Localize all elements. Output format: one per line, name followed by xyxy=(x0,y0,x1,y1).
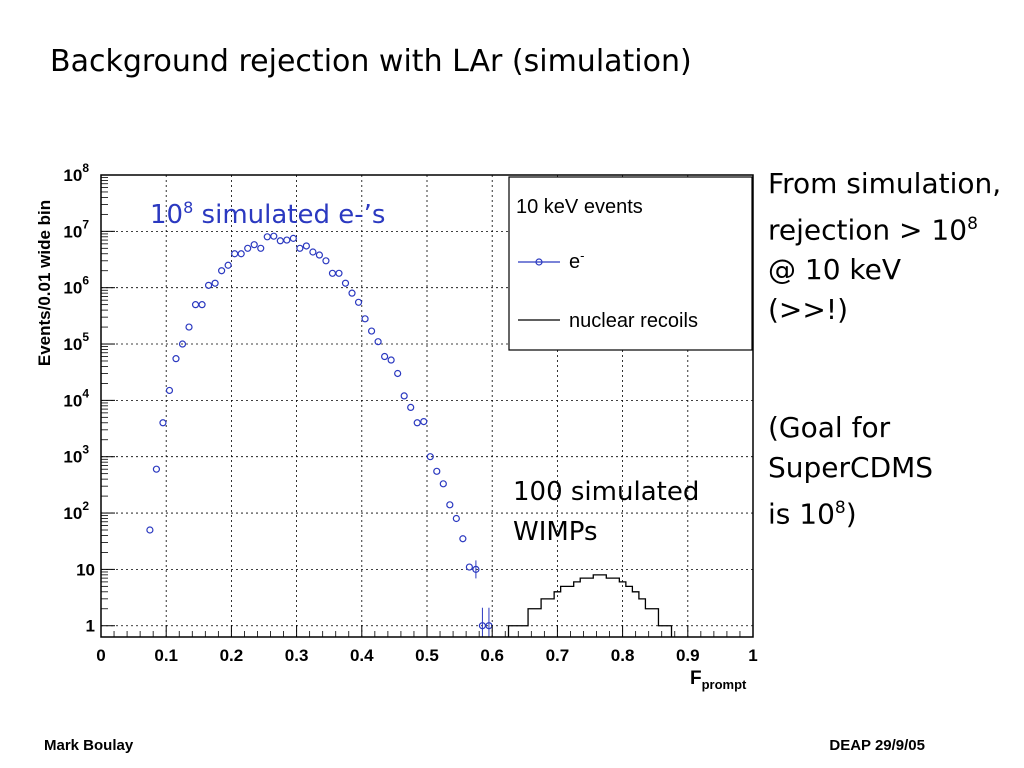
electron-point xyxy=(276,237,284,245)
electron-point xyxy=(159,419,167,427)
electron-point xyxy=(263,233,271,241)
electron-point xyxy=(433,467,441,475)
electron-point xyxy=(302,242,310,250)
x-tick-label: 0.9 xyxy=(676,646,700,665)
x-tick-label: 0.6 xyxy=(480,646,504,665)
electron-point xyxy=(426,453,434,461)
electron-point xyxy=(152,465,161,473)
x-axis-label: Fprompt xyxy=(690,668,747,692)
electron-point xyxy=(374,338,382,346)
x-tick-label: 0.7 xyxy=(546,646,570,665)
electron-point xyxy=(218,267,226,275)
y-tick-label: 107 xyxy=(63,217,89,241)
annotation-wimps-line2: WIMPs xyxy=(513,517,598,547)
y-tick-label: 106 xyxy=(63,274,89,298)
electron-point xyxy=(257,244,265,252)
slide-title: Background rejection with LAr (simulatio… xyxy=(50,44,692,79)
electron-point xyxy=(420,417,428,426)
electron-point xyxy=(309,248,317,256)
electron-series xyxy=(146,232,493,637)
y-tick-label: 1 xyxy=(86,617,95,636)
electron-point xyxy=(387,356,395,364)
electron-point xyxy=(315,251,324,259)
electron-point xyxy=(361,315,369,323)
side-note-line: From simulation, xyxy=(768,167,1002,200)
electron-point xyxy=(381,352,389,361)
electron-point xyxy=(231,250,239,258)
nuclear-recoil-histogram-line xyxy=(507,574,673,637)
electron-point xyxy=(204,281,213,289)
y-tick-label: 104 xyxy=(63,386,89,410)
footer-event-date: DEAP 29/9/05 xyxy=(829,737,925,754)
y-tick-label: 102 xyxy=(63,499,89,523)
electron-point xyxy=(439,480,447,488)
side-note-line: SuperCDMS xyxy=(768,451,934,484)
legend-header: 10 keV events xyxy=(516,196,643,218)
electron-point xyxy=(250,241,258,249)
x-tick-label: 0.1 xyxy=(154,646,178,665)
electron-point xyxy=(335,269,343,277)
x-tick-label: 1 xyxy=(748,646,757,665)
electron-point xyxy=(198,301,206,309)
electron-point xyxy=(289,234,297,242)
electron-point xyxy=(348,289,356,297)
electron-point xyxy=(165,386,174,395)
annotation-electrons: 108 simulated e-’s xyxy=(150,198,385,230)
electron-point xyxy=(394,369,402,378)
side-note-line: (Goal for xyxy=(768,411,891,444)
electron-point xyxy=(413,419,421,427)
electron-point xyxy=(472,565,480,573)
electron-point xyxy=(178,340,187,348)
electron-point xyxy=(211,279,219,287)
x-tick-label: 0.5 xyxy=(415,646,439,665)
electron-point xyxy=(400,392,408,400)
electron-point xyxy=(296,244,304,252)
side-note-line: rejection > 108 xyxy=(768,213,978,247)
axis-ticks: 0 0.1 0.2 0.3 0.4 0.5 0.6 0.7 0.8 0.9 1 1 10 102 103 10… xyxy=(63,161,757,665)
y-tick-label: 105 xyxy=(63,330,89,354)
electron-point xyxy=(322,257,330,265)
electron-point xyxy=(465,563,473,571)
electron-point xyxy=(452,514,460,523)
footer-author: Mark Boulay xyxy=(44,737,134,754)
legend-electron-label: e- xyxy=(569,248,584,273)
y-axis-label: Events/0.01 wide bin xyxy=(35,200,54,366)
electron-point xyxy=(407,403,415,412)
legend: 10 keV events e- nuclear recoils xyxy=(508,176,753,351)
y-tick-label: 10 xyxy=(76,560,95,579)
legend-electron-marker xyxy=(535,258,543,266)
legend-nuclear-label: nuclear recoils xyxy=(569,310,698,332)
side-note-rejection: From simulation, rejection > 108 @ 10 ke… xyxy=(768,164,1001,330)
y-tick-label: 103 xyxy=(63,443,89,467)
side-note-line: is 108) xyxy=(768,497,857,531)
x-tick-label: 0.3 xyxy=(285,646,309,665)
electron-point xyxy=(341,279,350,287)
electron-point xyxy=(172,355,180,363)
electron-point xyxy=(354,298,363,306)
electron-point xyxy=(367,327,376,335)
electron-point xyxy=(270,232,278,240)
x-tick-label: 0 xyxy=(96,646,105,665)
electron-point xyxy=(283,236,291,244)
electron-point xyxy=(237,250,245,258)
side-note-line: @ 10 keV xyxy=(768,253,902,287)
electron-point xyxy=(244,244,252,252)
electron-point xyxy=(191,301,200,309)
nuclear-recoil-histogram xyxy=(507,574,673,637)
electron-point xyxy=(459,535,467,543)
x-tick-label: 0.4 xyxy=(350,646,374,665)
y-tick-label: 108 xyxy=(63,161,89,185)
side-note-line: (>>!) xyxy=(768,293,848,327)
legend-box xyxy=(508,176,753,351)
electron-point xyxy=(328,269,337,277)
annotation-wimps-line1: 100 simulated xyxy=(513,477,699,507)
electron-point xyxy=(224,261,232,269)
x-tick-label: 0.8 xyxy=(611,646,635,665)
electron-point xyxy=(146,526,154,534)
x-tick-label: 0.2 xyxy=(220,646,244,665)
side-note-goal: (Goal for SuperCDMS is 108) xyxy=(768,408,933,534)
electron-point xyxy=(446,501,454,509)
electron-point xyxy=(185,323,193,331)
